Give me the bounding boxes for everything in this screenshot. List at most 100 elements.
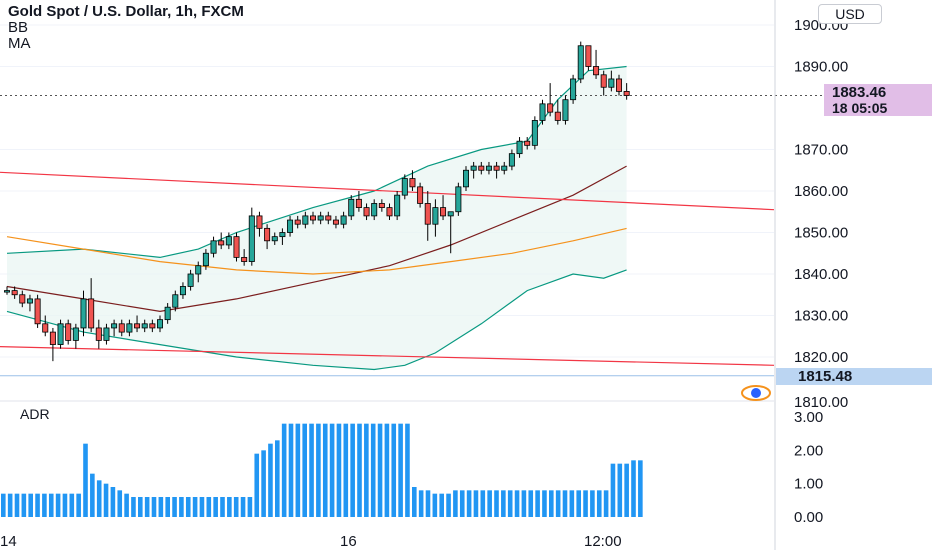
candle xyxy=(600,70,607,96)
candle-body xyxy=(172,294,179,308)
adr-bar xyxy=(240,497,246,517)
candle xyxy=(616,74,623,96)
candle-body xyxy=(478,165,485,171)
adr-bars xyxy=(1,423,643,517)
countdown-badge: 18 05:05 xyxy=(824,101,932,116)
moving-average-short xyxy=(6,165,627,313)
currency-button[interactable]: USD xyxy=(818,4,882,24)
adr-bar xyxy=(412,487,417,517)
candle xyxy=(202,249,209,270)
indicator-bb-label[interactable]: BB xyxy=(8,19,29,36)
candle-body xyxy=(562,99,569,121)
candle xyxy=(478,161,485,175)
adr-tick-label: 3.00 xyxy=(794,409,823,426)
candle xyxy=(531,116,538,150)
candle xyxy=(470,161,477,179)
adr-bar xyxy=(90,473,95,517)
last-price-badge: 1883.46 xyxy=(824,84,932,101)
adr-bar xyxy=(631,460,636,517)
time-tick-label: 14 xyxy=(0,533,17,550)
adr-bar xyxy=(1,493,6,517)
trendlines[interactable] xyxy=(0,171,775,366)
adr-bar xyxy=(76,493,81,517)
candle xyxy=(26,294,33,312)
candle xyxy=(271,232,278,245)
adr-tick-label: 0.00 xyxy=(794,509,823,526)
candle-body xyxy=(462,169,469,188)
adr-bar xyxy=(535,490,540,517)
adr-bar xyxy=(377,423,383,517)
adr-indicator-label[interactable]: ADR xyxy=(20,406,50,422)
candle-body xyxy=(600,74,607,88)
adr-bar xyxy=(329,423,335,517)
time-tick-label: 12:00 xyxy=(584,533,622,550)
adr-bar xyxy=(83,443,88,517)
candle xyxy=(562,95,569,125)
trendline-0[interactable] xyxy=(0,171,775,211)
candle-body xyxy=(585,45,592,67)
adr-bar xyxy=(569,490,575,517)
candle xyxy=(179,282,186,299)
candle xyxy=(447,211,454,254)
candle xyxy=(462,166,469,191)
indicator-ma-label[interactable]: MA xyxy=(8,35,31,52)
candle-body xyxy=(577,45,584,80)
candle xyxy=(103,323,110,345)
candle-body xyxy=(65,323,72,341)
candle-body xyxy=(164,306,171,321)
candle xyxy=(378,199,385,212)
candle xyxy=(118,319,125,337)
candle xyxy=(516,137,523,158)
symbol-title[interactable]: Gold Spot / U.S. Dollar, 1h, FXCM xyxy=(8,3,244,20)
adr-bar xyxy=(192,497,198,517)
candle xyxy=(547,83,554,117)
candle xyxy=(210,236,217,258)
adr-bar xyxy=(165,497,170,517)
candle-body xyxy=(317,215,324,221)
trendline-1[interactable] xyxy=(0,346,775,366)
candle-body xyxy=(4,290,10,293)
candle xyxy=(264,224,271,250)
candle xyxy=(11,286,18,299)
adr-axis[interactable]: 3.00 2.00 1.00 0.00 xyxy=(794,409,823,526)
adr-bar xyxy=(501,490,506,517)
adr-bar xyxy=(528,490,534,517)
candle-body xyxy=(455,186,462,213)
adr-bar xyxy=(405,423,410,517)
candle xyxy=(134,315,141,333)
candle-body xyxy=(531,120,538,146)
candle xyxy=(394,191,401,221)
candle-body xyxy=(501,165,508,171)
adr-bar xyxy=(507,490,513,517)
candles xyxy=(4,41,630,362)
candle-body xyxy=(156,319,163,329)
adr-bar xyxy=(275,440,280,517)
price-axis[interactable]: 1900.001890.001870.001860.001850.001840.… xyxy=(794,17,848,366)
candle xyxy=(371,199,378,221)
adr-bar xyxy=(555,490,561,517)
adr-bar xyxy=(425,490,431,517)
adr-bar xyxy=(603,490,609,517)
bollinger-lower-band xyxy=(6,269,627,371)
candle xyxy=(593,49,600,79)
candle xyxy=(156,315,163,333)
candle-body xyxy=(593,66,600,76)
candle-body xyxy=(470,165,477,171)
moving-average-long xyxy=(6,227,627,275)
candle-body xyxy=(485,165,492,171)
candle xyxy=(570,74,577,104)
adr-bar xyxy=(206,497,212,517)
price-tick-label: 1820.00 xyxy=(794,349,848,366)
adr-bar xyxy=(172,497,177,517)
alert-clock-icon[interactable] xyxy=(740,384,772,402)
adr-bar xyxy=(364,423,369,517)
time-axis[interactable]: 14 16 12:00 xyxy=(0,533,622,550)
adr-bar xyxy=(638,460,643,517)
adr-bar xyxy=(624,463,629,517)
candle-body xyxy=(34,298,41,325)
candle xyxy=(424,191,431,241)
adr-bar xyxy=(439,493,444,517)
adr-bar xyxy=(576,490,581,517)
candle-body xyxy=(202,252,209,267)
